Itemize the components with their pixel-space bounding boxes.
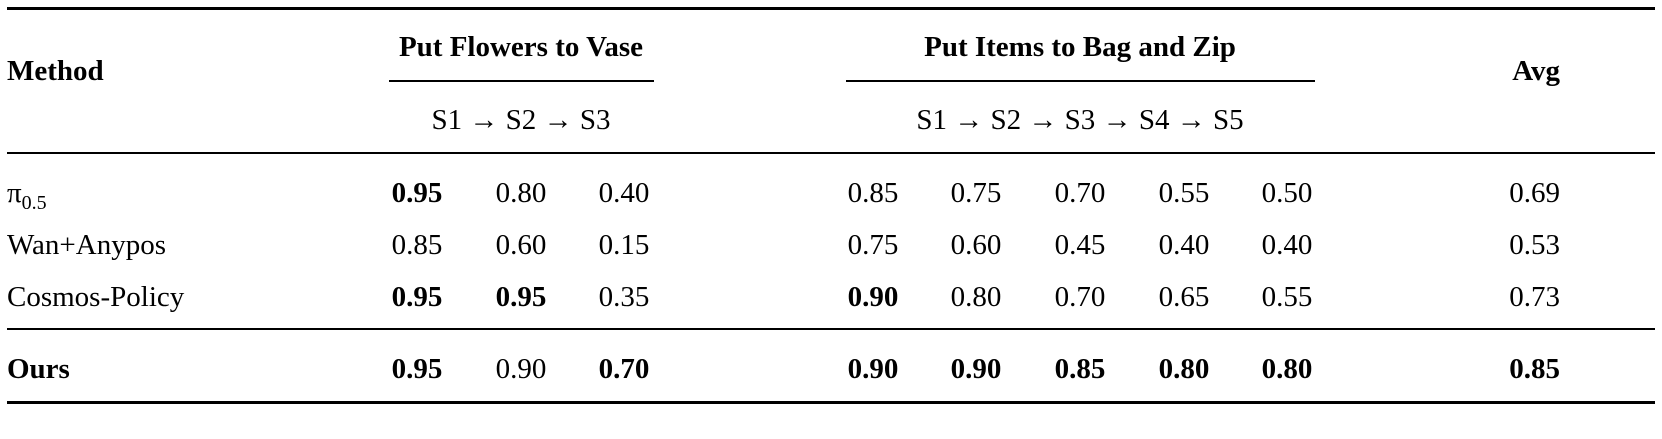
method-name: π bbox=[7, 177, 22, 209]
method-subscript: 0.5 bbox=[21, 191, 47, 214]
stage-label: S3 bbox=[1064, 104, 1096, 136]
group-title-bag: Put Items to Bag and Zip bbox=[924, 31, 1236, 63]
stage-sequence-flowers: S1 → S2 → S3 bbox=[432, 103, 611, 137]
score-cell: 0.35 bbox=[598, 281, 650, 313]
stage-arrow: → bbox=[1102, 104, 1132, 136]
score-cell: 0.40 bbox=[1261, 229, 1313, 261]
score-cell: 0.70 bbox=[598, 353, 650, 385]
score-cell: 0.95 bbox=[391, 281, 443, 313]
avg-cell: 0.69 bbox=[1509, 177, 1560, 209]
stage-label: S4 bbox=[1138, 104, 1170, 136]
score-cell: 0.45 bbox=[1054, 229, 1106, 261]
bottom-rule bbox=[7, 401, 1655, 404]
score-cell: 0.90 bbox=[847, 353, 899, 385]
stage-label: S2 bbox=[990, 104, 1022, 136]
method-name: Ours bbox=[7, 353, 70, 385]
stage-label: S5 bbox=[1212, 104, 1244, 136]
row-method: Cosmos-Policy bbox=[7, 280, 184, 314]
row-method: Wan+Anypos bbox=[7, 228, 166, 262]
group-title-flowers: Put Flowers to Vase bbox=[398, 31, 644, 63]
stage-sequence-bag: S1 → S2 → S3 → S4 → S5 bbox=[916, 103, 1243, 137]
avg-cell: 0.53 bbox=[1509, 229, 1560, 261]
header-method: Method bbox=[7, 55, 104, 87]
avg-cell: 0.85 bbox=[1509, 353, 1560, 385]
avg-cell: 0.73 bbox=[1509, 281, 1560, 313]
score-cell: 0.70 bbox=[1054, 177, 1106, 209]
stage-label: S1 bbox=[916, 104, 948, 136]
score-cell: 0.55 bbox=[1261, 281, 1313, 313]
score-cell: 0.85 bbox=[391, 229, 443, 261]
score-cell: 0.60 bbox=[950, 229, 1002, 261]
group-underline-flowers bbox=[389, 80, 654, 82]
score-cell: 0.15 bbox=[598, 229, 650, 261]
stage-label: S3 bbox=[579, 104, 611, 136]
score-cell: 0.85 bbox=[1054, 353, 1106, 385]
stage-label: S1 bbox=[431, 104, 463, 136]
score-cell: 0.80 bbox=[1261, 353, 1313, 385]
stage-arrow: → bbox=[954, 104, 984, 136]
score-cell: 0.50 bbox=[1261, 177, 1313, 209]
header-rule bbox=[7, 152, 1655, 154]
score-cell: 0.60 bbox=[495, 229, 547, 261]
row-method: π0.5 bbox=[7, 176, 47, 220]
score-cell: 0.95 bbox=[391, 353, 443, 385]
stage-arrow: → bbox=[1176, 104, 1206, 136]
score-cell: 0.80 bbox=[1158, 353, 1210, 385]
score-cell: 0.40 bbox=[1158, 229, 1210, 261]
stage-arrow: → bbox=[543, 104, 573, 136]
score-cell: 0.85 bbox=[847, 177, 899, 209]
stage-arrow: → bbox=[469, 104, 499, 136]
score-cell: 0.65 bbox=[1158, 281, 1210, 313]
score-cell: 0.90 bbox=[950, 353, 1002, 385]
score-cell: 0.80 bbox=[950, 281, 1002, 313]
score-cell: 0.90 bbox=[847, 281, 899, 313]
score-cell: 0.75 bbox=[847, 229, 899, 261]
score-cell: 0.95 bbox=[391, 177, 443, 209]
ours-separator-rule bbox=[7, 328, 1655, 330]
stage-label: S2 bbox=[505, 104, 537, 136]
method-name: Wan+Anypos bbox=[7, 229, 167, 261]
score-cell: 0.55 bbox=[1158, 177, 1210, 209]
method-name: Cosmos-Policy bbox=[7, 281, 185, 313]
score-cell: 0.70 bbox=[1054, 281, 1106, 313]
row-method: Ours bbox=[7, 352, 70, 386]
score-cell: 0.80 bbox=[495, 177, 547, 209]
score-cell: 0.95 bbox=[495, 281, 547, 313]
score-cell: 0.75 bbox=[950, 177, 1002, 209]
score-cell: 0.90 bbox=[495, 353, 547, 385]
top-rule bbox=[7, 7, 1655, 10]
group-underline-bag bbox=[846, 80, 1315, 82]
score-cell: 0.40 bbox=[598, 177, 650, 209]
header-avg: Avg bbox=[1512, 55, 1560, 87]
stage-arrow: → bbox=[1028, 104, 1058, 136]
